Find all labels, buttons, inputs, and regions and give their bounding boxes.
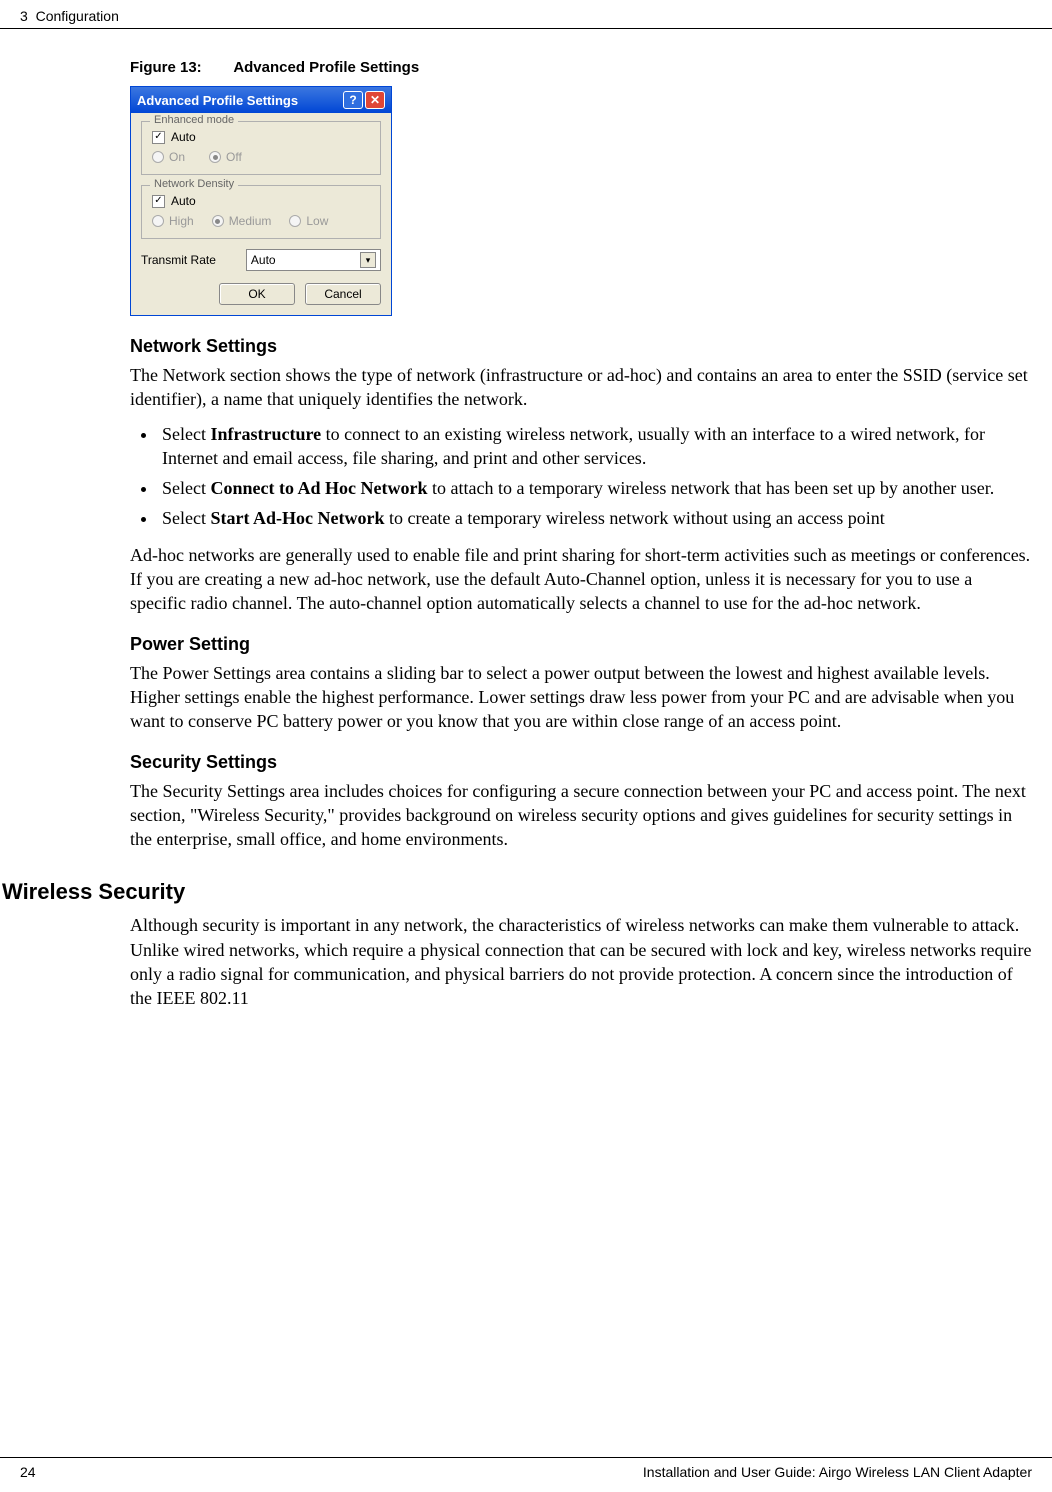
enhanced-mode-legend: Enhanced mode [150,114,238,126]
power-setting-heading: Power Setting [130,634,1032,655]
list-item: Select Connect to Ad Hoc Network to atta… [158,476,1032,500]
radio-off-label: Off [226,150,242,164]
radio-on-label: On [169,150,185,164]
help-icon: ? [349,93,356,107]
radio-off[interactable]: Off [209,150,242,164]
page-number: 24 [20,1464,36,1480]
density-radio-row: High Medium Low [152,214,370,228]
security-settings-p1: The Security Settings area includes choi… [130,779,1032,852]
power-setting-p1: The Power Settings area contains a slidi… [130,661,1032,734]
transmit-rate-value: Auto [251,253,276,267]
wireless-security-p1: Although security is important in any ne… [130,913,1032,1010]
network-settings-heading: Network Settings [130,336,1032,357]
radio-icon [289,215,301,227]
radio-high[interactable]: High [152,214,194,228]
radio-medium-label: Medium [229,214,272,228]
radio-icon [209,151,221,163]
network-density-group: Network Density ✓ Auto High Medium Low [141,185,381,239]
radio-medium[interactable]: Medium [212,214,272,228]
enhanced-mode-group: Enhanced mode ✓ Auto On Off [141,121,381,175]
security-settings-heading: Security Settings [130,752,1032,773]
chevron-down-icon: ▾ [360,252,376,268]
density-auto-label: Auto [171,194,196,208]
enhanced-auto-row: ✓ Auto [152,130,370,144]
chapter-ref: 3 Configuration [20,8,119,24]
help-button[interactable]: ? [343,91,363,109]
figure-label: Figure 13: [130,59,202,76]
close-icon: ✕ [370,93,380,107]
page-header: 3 Configuration [0,0,1052,29]
density-auto-row: ✓ Auto [152,194,370,208]
enhanced-auto-label: Auto [171,130,196,144]
radio-on[interactable]: On [152,150,185,164]
transmit-rate-row: Transmit Rate Auto ▾ [141,249,381,271]
radio-high-label: High [169,214,194,228]
titlebar-buttons: ? ✕ [343,91,385,109]
enhanced-radio-row: On Off [152,150,370,164]
radio-dot-icon [215,219,220,224]
dialog-button-row: OK Cancel [141,283,381,305]
network-density-legend: Network Density [150,178,238,190]
radio-icon [152,151,164,163]
radio-low-label: Low [306,214,328,228]
enhanced-auto-checkbox[interactable]: ✓ [152,131,165,144]
radio-icon [212,215,224,227]
radio-low[interactable]: Low [289,214,328,228]
dialog-title: Advanced Profile Settings [137,93,298,108]
check-icon: ✓ [154,196,162,206]
radio-icon [152,215,164,227]
chapter-num: 3 [20,8,28,24]
figure-caption: Figure 13: Advanced Profile Settings [130,59,1032,76]
radio-dot-icon [213,155,218,160]
doc-title: Installation and User Guide: Airgo Wirel… [643,1464,1032,1480]
chapter-title: Configuration [36,8,119,24]
transmit-rate-label: Transmit Rate [141,253,216,267]
wireless-security-heading: Wireless Security [2,879,1032,905]
cancel-button[interactable]: Cancel [305,283,381,305]
figure-title: Advanced Profile Settings [233,59,419,76]
advanced-profile-dialog: Advanced Profile Settings ? ✕ Enhanced m… [130,86,392,316]
density-auto-checkbox[interactable]: ✓ [152,195,165,208]
page-footer: 24 Installation and User Guide: Airgo Wi… [0,1457,1052,1480]
dialog-titlebar: Advanced Profile Settings ? ✕ [131,87,391,113]
list-item: Select Infrastructure to connect to an e… [158,422,1032,471]
close-button[interactable]: ✕ [365,91,385,109]
dialog-body: Enhanced mode ✓ Auto On Off Network Dens… [131,113,391,315]
network-settings-p2: Ad-hoc networks are generally used to en… [130,543,1032,616]
network-settings-p1: The Network section shows the type of ne… [130,363,1032,412]
transmit-rate-dropdown[interactable]: Auto ▾ [246,249,381,271]
list-item: Select Start Ad-Hoc Network to create a … [158,506,1032,530]
page-content: Figure 13: Advanced Profile Settings Adv… [0,29,1052,1011]
ok-button[interactable]: OK [219,283,295,305]
check-icon: ✓ [154,132,162,142]
network-settings-bullets: Select Infrastructure to connect to an e… [130,422,1032,531]
